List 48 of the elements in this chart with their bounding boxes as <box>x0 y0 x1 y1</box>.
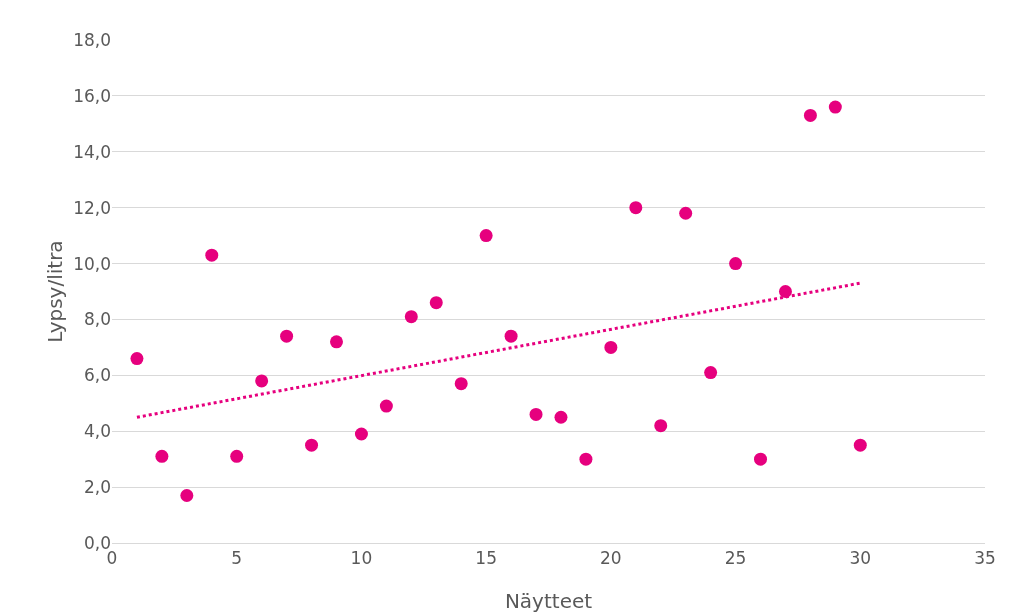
point <box>305 438 319 452</box>
point <box>803 108 817 122</box>
point <box>404 310 418 324</box>
point <box>604 340 618 354</box>
point <box>180 488 194 502</box>
point <box>704 366 718 380</box>
point <box>754 452 768 466</box>
point <box>679 206 693 220</box>
x-tick-label: 5 <box>231 548 243 569</box>
x-tick-label: 30 <box>849 548 872 569</box>
y-tick-label: 18,0 <box>73 29 111 50</box>
y-tick-label: 2,0 <box>83 477 111 498</box>
y-tick-label: 4,0 <box>83 421 111 442</box>
y-tick-label: 8,0 <box>83 309 111 330</box>
x-tick-label: 15 <box>475 548 497 569</box>
point <box>654 419 668 433</box>
x-axis-title: Näytteet <box>504 589 593 613</box>
point <box>255 374 269 388</box>
y-tick-label: 16,0 <box>73 85 111 106</box>
x-tick-label: 35 <box>974 548 996 569</box>
y-tick-label: 10,0 <box>73 253 111 274</box>
point <box>130 352 144 366</box>
point <box>554 410 568 424</box>
point <box>853 438 867 452</box>
point <box>479 229 493 243</box>
x-tick-label: 20 <box>600 548 622 569</box>
y-tick-label: 6,0 <box>83 365 111 386</box>
point <box>354 427 368 441</box>
point <box>155 449 169 463</box>
point <box>828 100 842 114</box>
point <box>778 285 792 298</box>
point <box>454 377 468 391</box>
y-tick-label: 12,0 <box>73 197 111 218</box>
point <box>729 257 743 271</box>
point <box>330 335 343 349</box>
point <box>529 407 543 421</box>
point <box>429 296 443 310</box>
x-tick-label: 25 <box>724 548 747 569</box>
point <box>230 449 244 463</box>
point <box>629 201 643 215</box>
y-axis-title: Lypsy/litra <box>43 240 67 343</box>
x-tick-label: 10 <box>350 548 373 569</box>
point <box>205 248 219 262</box>
y-tick-label: 14,0 <box>73 141 111 162</box>
point <box>280 329 294 343</box>
point <box>579 452 593 466</box>
point <box>504 329 518 343</box>
point <box>379 399 393 413</box>
